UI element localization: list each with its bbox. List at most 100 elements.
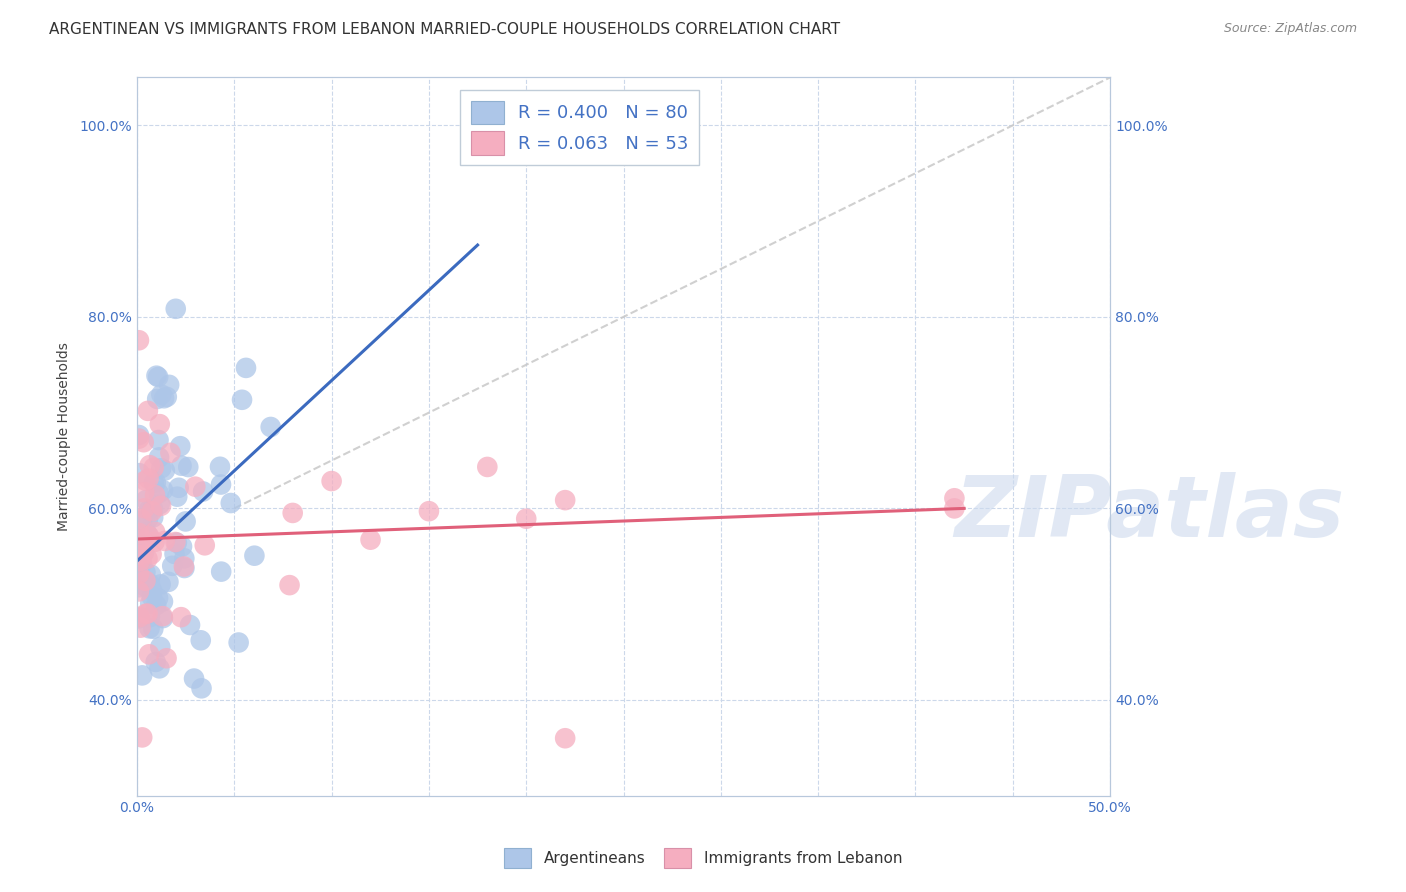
Text: ARGENTINEAN VS IMMIGRANTS FROM LEBANON MARRIED-COUPLE HOUSEHOLDS CORRELATION CHA: ARGENTINEAN VS IMMIGRANTS FROM LEBANON M… [49,22,841,37]
Point [131,731,153,745]
Point [128,548,150,562]
Point [145,655,167,669]
Point [191,484,214,499]
Point [128,467,150,481]
Point [129,512,152,526]
Point [159,446,181,460]
Point [177,460,200,475]
Point [153,533,176,548]
Point [190,633,212,648]
Point [128,584,150,599]
Point [167,481,190,495]
Point [165,301,187,316]
Point [943,501,966,516]
Point [138,503,160,517]
Point [231,392,253,407]
Point [141,583,163,598]
Point [208,459,231,474]
Point [152,594,174,608]
Point [142,475,165,490]
Point [136,551,159,566]
Point [153,463,176,477]
Point [281,506,304,520]
Point [173,561,195,575]
Point [228,635,250,649]
Point [150,387,173,401]
Point [148,433,170,447]
Point [134,501,156,516]
Point [142,510,165,524]
Point [148,450,170,465]
Point [173,551,195,566]
Point [135,493,157,508]
Point [179,618,201,632]
Point [142,501,165,516]
Point [128,611,150,625]
Point [128,432,150,446]
Point [360,533,382,547]
Point [243,549,266,563]
Point [128,526,150,541]
Point [190,681,212,696]
Point [235,360,257,375]
Point [170,458,193,473]
Point [142,622,165,636]
Point [132,545,155,559]
Point [170,610,193,624]
Point [148,661,170,675]
Point [477,459,499,474]
Point [554,493,576,508]
Point [134,565,156,579]
Point [142,460,165,475]
Point [149,417,172,432]
Point [194,538,217,552]
Point [139,576,162,591]
Point [157,574,180,589]
Point [132,435,155,450]
Point [184,480,207,494]
Point [321,474,343,488]
Point [169,439,191,453]
Point [143,534,166,549]
Y-axis label: Married-couple Households: Married-couple Households [58,343,72,531]
Point [138,472,160,486]
Point [135,525,157,540]
Point [131,532,153,546]
Point [209,565,232,579]
Point [138,648,160,662]
Point [146,370,169,384]
Point [209,477,232,491]
Point [157,377,180,392]
Point [149,640,172,654]
Point [166,535,188,549]
Point [139,610,162,624]
Point [128,572,150,586]
Point [170,540,193,554]
Point [136,528,159,542]
Point [148,486,170,500]
Point [219,496,242,510]
Text: ZIPatlas: ZIPatlas [953,472,1344,555]
Point [152,609,174,624]
Point [143,524,166,539]
Point [155,651,177,665]
Point [152,611,174,625]
Point [146,392,169,406]
Point [128,610,150,624]
Point [146,591,169,606]
Point [260,420,283,434]
Point [174,515,197,529]
Point [129,621,152,635]
Point [183,672,205,686]
Point [131,557,153,571]
Point [128,333,150,347]
Point [165,535,187,549]
Point [128,428,150,442]
Point [150,461,173,475]
Point [138,621,160,635]
Point [163,547,186,561]
Point [128,554,150,568]
Point [134,485,156,500]
Point [145,475,167,490]
Point [136,404,159,418]
